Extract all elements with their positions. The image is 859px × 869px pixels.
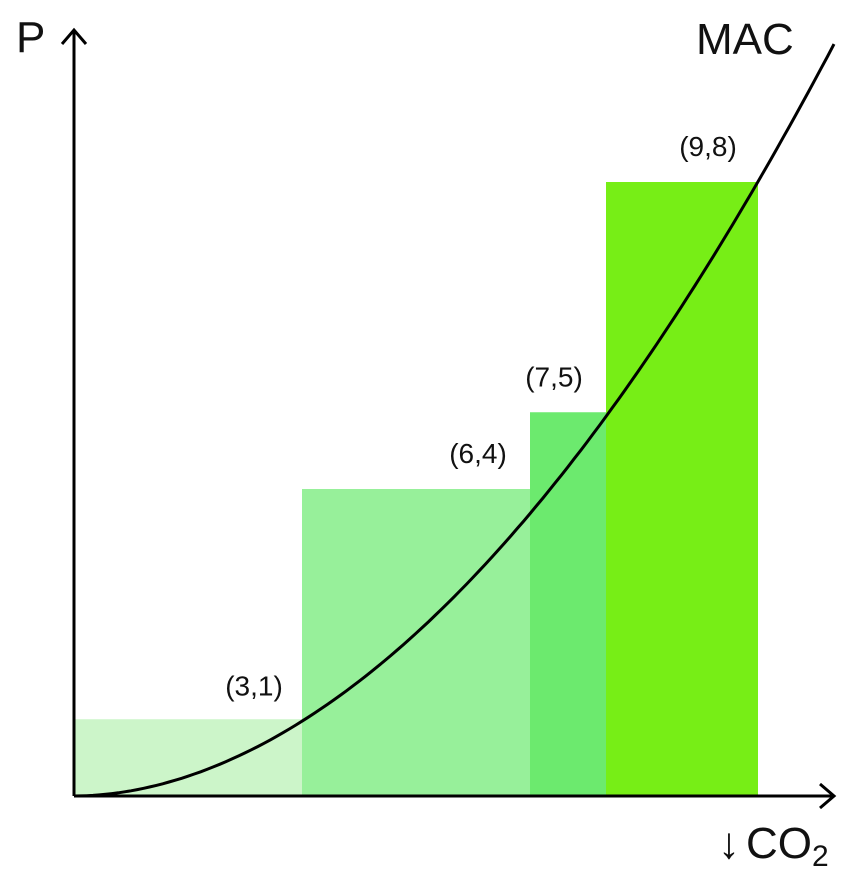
point-label-1: (3,1): [225, 670, 283, 701]
bar-3: [530, 412, 606, 796]
point-label-2: (6,4): [449, 438, 507, 469]
x-axis-label: ↓ CO2: [718, 819, 829, 869]
point-label-4: (9,8): [679, 131, 737, 162]
bar-1: [74, 719, 302, 796]
y-axis-label: P: [16, 13, 45, 62]
y-axis-arrowhead: [60, 27, 88, 45]
x-axis-label-arrow: ↓: [718, 819, 740, 868]
bar-4: [606, 182, 758, 796]
bars-group: [74, 182, 758, 796]
x-axis-label-main: CO: [746, 819, 812, 868]
point-label-3: (7,5): [525, 361, 583, 392]
series-label-mac: MAC: [696, 15, 794, 64]
bar-2: [302, 489, 530, 796]
x-axis-label-sub: 2: [812, 840, 829, 869]
mac-curve: [73, 43, 836, 798]
x-axis-arrowhead: [819, 782, 837, 810]
point-labels-group: (3,1) (6,4) (7,5) (9,8): [225, 131, 737, 701]
